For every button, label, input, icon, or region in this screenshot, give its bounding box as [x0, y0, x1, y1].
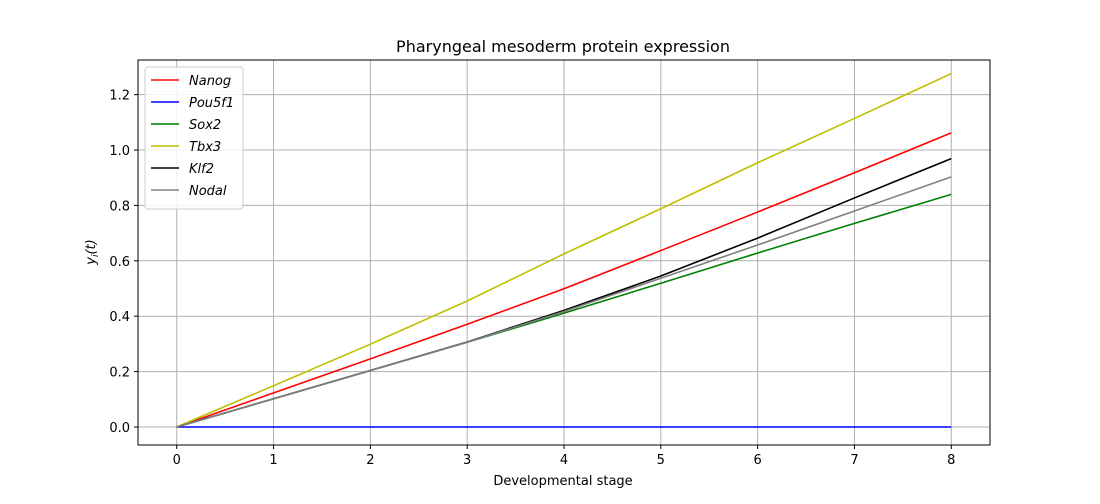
y-tick-label: 1.0 [109, 144, 130, 159]
y-tick-label: 1.2 [109, 89, 130, 104]
x-tick-label: 1 [269, 453, 277, 468]
y-tick-label: 0.4 [109, 310, 130, 325]
y-tick-label: 0.8 [109, 199, 130, 214]
y-axis-ticks: 0.0 0.2 0.4 0.6 0.8 1.0 1.2 [109, 89, 138, 436]
legend: Nanog Pou5f1 Sox2 Tbx3 Klf2 Nodal [144, 66, 244, 210]
chart-title: Pharyngeal mesoderm protein expression [396, 37, 730, 56]
series-line-nodal [176, 176, 952, 428]
grid [138, 60, 990, 445]
y-tick-label: 0.6 [109, 255, 130, 270]
x-tick-label: 7 [850, 453, 858, 468]
legend-label-nanog: Nanog [189, 74, 231, 89]
x-tick-label: 4 [560, 453, 568, 468]
series-line-tbx3 [176, 72, 952, 428]
legend-label-klf2: Klf2 [189, 162, 214, 177]
x-tick-label: 5 [657, 453, 665, 468]
legend-label-pou5f1: Pou5f1 [189, 96, 234, 111]
x-tick-label: 2 [366, 453, 374, 468]
x-axis-ticks: 0 1 2 3 4 5 6 7 8 [173, 445, 955, 468]
x-tick-label: 6 [753, 453, 761, 468]
series-line-nanog [176, 132, 952, 428]
y-tick-label: 0.0 [109, 421, 130, 436]
legend-label-tbx3: Tbx3 [189, 140, 221, 155]
y-axis-title: yi(t) [84, 239, 101, 265]
series-lines [176, 72, 952, 428]
legend-label-sox2: Sox2 [189, 118, 221, 133]
legend-label-nodal: Nodal [189, 184, 227, 199]
x-tick-label: 3 [463, 453, 471, 468]
x-axis-title: Developmental stage [493, 474, 632, 489]
x-tick-label: 8 [947, 453, 955, 468]
x-tick-label: 0 [173, 453, 181, 468]
y-tick-label: 0.2 [109, 366, 130, 381]
